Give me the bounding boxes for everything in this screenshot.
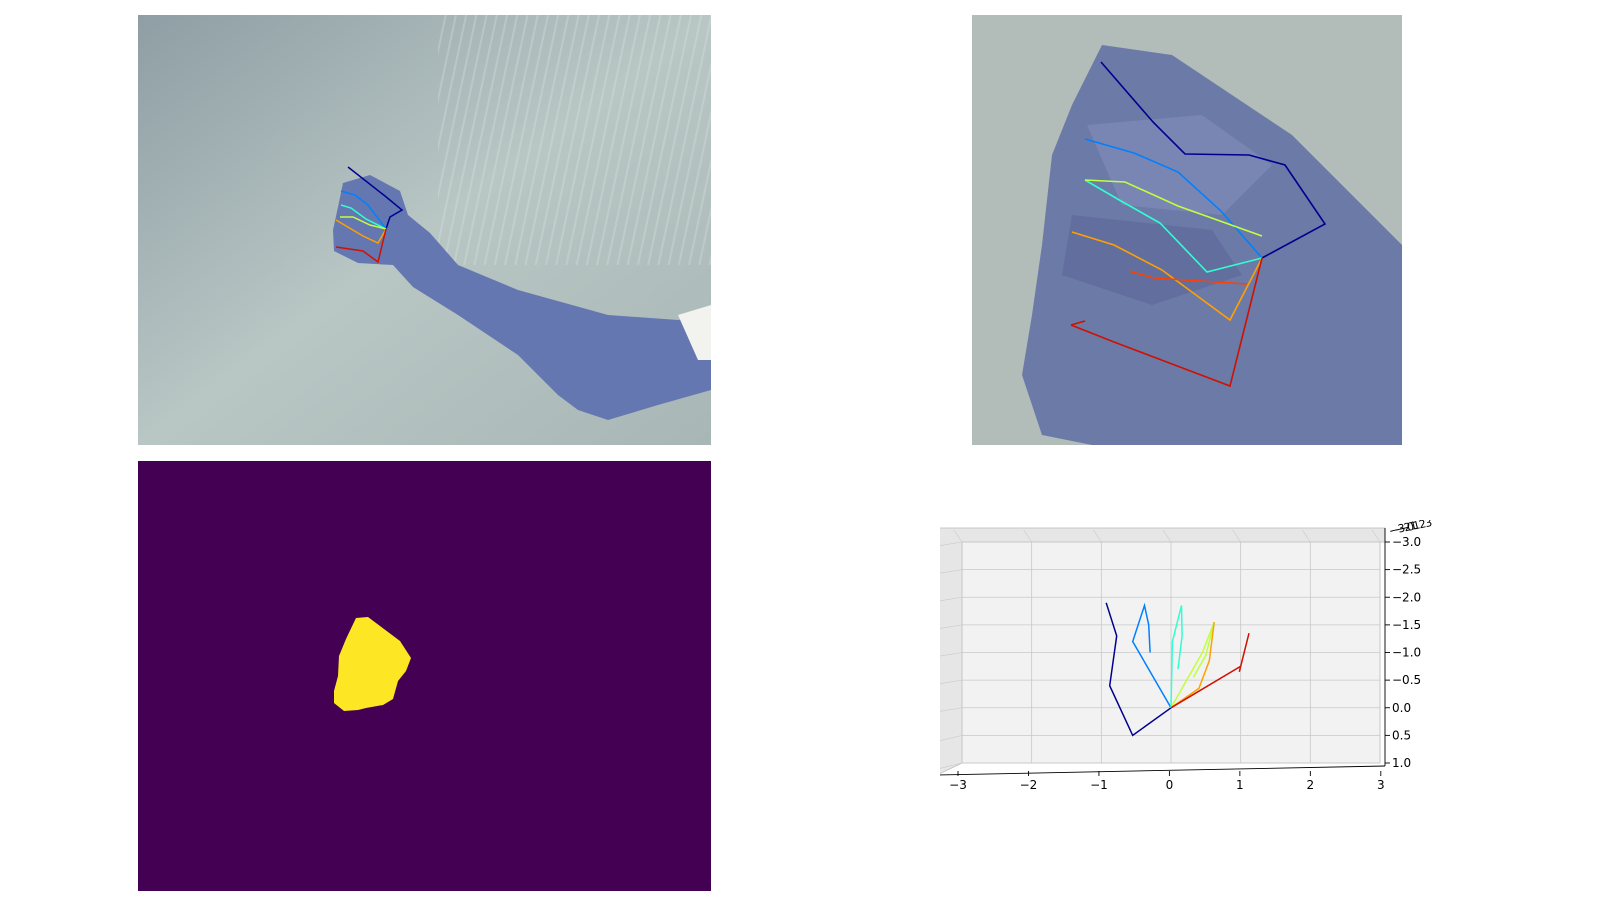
skeleton-2d-crop — [1070, 61, 1327, 388]
finger-middle — [1084, 179, 1263, 273]
z-tick-label: −3 — [1388, 521, 1407, 538]
finger-tip-mark — [1128, 270, 1248, 285]
pane-background — [940, 527, 1386, 776]
skeleton-3d-series — [1170, 621, 1215, 709]
y-gridline-side — [940, 596, 963, 602]
mask-background — [138, 461, 711, 891]
z-tick-label: 2 — [1418, 520, 1428, 531]
x-tick-label: 1 — [1236, 778, 1244, 792]
y-gridline-side — [940, 569, 963, 574]
y-tick-label: 0.5 — [1392, 728, 1411, 742]
skeleton-3d-series — [1170, 622, 1215, 709]
finger-thumb — [1100, 61, 1327, 259]
finger-middle — [340, 204, 387, 230]
z-tick-label: 3 — [1424, 520, 1434, 530]
x-axis-ticks: −3 −2 −1 0 1 2 3 — [949, 771, 1385, 792]
z-tick-label: 0 — [1406, 520, 1416, 534]
finger-pinky — [335, 219, 387, 244]
x-tick-label: −3 — [949, 778, 967, 792]
z-tick-label: −1 — [1400, 520, 1419, 535]
finger-wrist — [335, 228, 387, 264]
finger-ring — [340, 216, 387, 230]
plot-3d-panel: −3 −2 −1 0 1 2 3 −3.0 −2.5 −2.0 −1.5 −1.0 −0.5 0.0 0.… — [940, 520, 1480, 820]
finger-ring — [1084, 179, 1263, 237]
x-tick-label: 2 — [1307, 778, 1315, 792]
mask-image — [138, 461, 711, 891]
y-axis-ticks: −3.0 −2.5 −2.0 −1.5 −1.0 −0.5 0.0 0.5 1.0 — [1385, 535, 1421, 770]
x-tick-label: 3 — [1377, 778, 1385, 792]
y-gridline-side — [940, 624, 963, 629]
full-image-panel — [138, 15, 711, 445]
x-gridline-top — [1371, 529, 1381, 543]
skeleton-3d-series — [1105, 602, 1172, 737]
y-gridline-side — [940, 735, 963, 741]
y-gridline-side — [940, 541, 963, 546]
y-tick-label: −2.5 — [1392, 563, 1421, 577]
x-axis-line — [940, 765, 1386, 776]
skeleton-2d-full — [335, 166, 404, 264]
finger-wrist — [1070, 257, 1263, 388]
y-gridline-side — [940, 707, 963, 712]
x-gridline-top — [1232, 529, 1241, 543]
arm-silhouette — [333, 175, 711, 420]
mask-image-panel — [138, 461, 711, 891]
skeleton-3d-series — [1170, 605, 1183, 708]
full-image — [138, 15, 711, 445]
plot-3d: −3 −2 −1 0 1 2 3 −3.0−2.5−2.0−1.5−1.0−0.50.00.… — [940, 520, 1434, 792]
finger-index — [340, 190, 387, 230]
y-tick-label: 0.0 — [1392, 701, 1411, 715]
y-gridline-side — [940, 762, 963, 769]
skeleton-3d-series — [1170, 633, 1250, 709]
z-tick-label: 1 — [1412, 520, 1422, 533]
y-tick-label: −3.0 — [1392, 535, 1421, 549]
y-gridline-side — [940, 652, 963, 657]
crop-image-panel — [972, 15, 1402, 445]
finger-shading — [1087, 115, 1272, 215]
y-gridline-side — [940, 679, 963, 684]
x-gridline-top — [1023, 529, 1032, 543]
plot-series — [1105, 602, 1250, 737]
knuckle-shading — [1062, 215, 1242, 305]
finger-thumb — [347, 166, 404, 230]
hand-mask-region — [334, 617, 411, 711]
x-gridline-top — [1093, 529, 1102, 543]
x-tick-label: 0 — [1166, 778, 1174, 792]
y-tick-label: 1.0 — [1392, 756, 1411, 770]
x-gridline-top — [953, 529, 963, 543]
finger-pinky — [1071, 231, 1263, 322]
y-tick-label: −1.5 — [1392, 618, 1421, 632]
crop-image — [972, 15, 1402, 445]
y-tick-label: −2.0 — [1392, 590, 1421, 604]
wall-texture — [438, 15, 711, 265]
sleeve — [678, 305, 711, 360]
y-tick-label: −1.0 — [1392, 646, 1421, 660]
y-tick-label: −0.5 — [1392, 673, 1421, 687]
x-gridline-top — [1302, 529, 1311, 543]
z-tick-label: −2 — [1394, 520, 1413, 537]
x-tick-label: −1 — [1090, 778, 1108, 792]
x-gridline-top — [1162, 529, 1172, 543]
x-tick-label: −2 — [1020, 778, 1038, 792]
skeleton-3d-series — [1131, 602, 1172, 709]
pinky-tip-mark — [1070, 320, 1086, 326]
